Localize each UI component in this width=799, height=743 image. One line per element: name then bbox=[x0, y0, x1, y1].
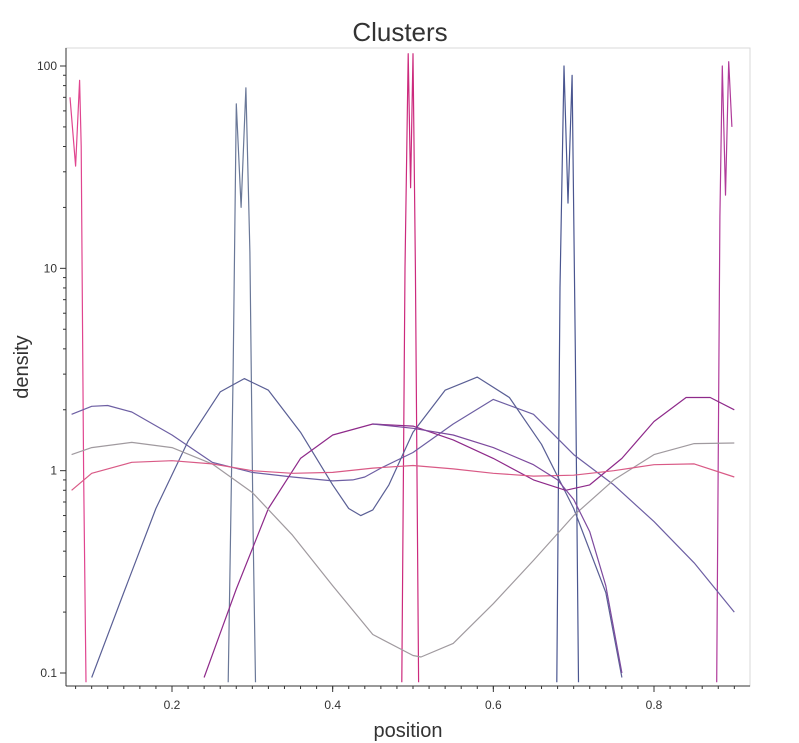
y-tick-label-2: 1 bbox=[50, 464, 57, 478]
chart-title: Clusters bbox=[352, 17, 447, 47]
y-tick-label-3: 10 bbox=[44, 261, 58, 275]
series-line-11 bbox=[372, 423, 623, 674]
series-line-5 bbox=[716, 61, 733, 683]
x-tick-label-2: 0.4 bbox=[324, 698, 341, 712]
series-line-1 bbox=[69, 79, 87, 683]
plot-frame bbox=[65, 47, 751, 687]
y-tick-label-4: 100 bbox=[37, 59, 57, 73]
series-line-9 bbox=[71, 441, 735, 658]
series-line-3 bbox=[401, 53, 420, 683]
y-ticks: 0.1 1 10 100 bbox=[37, 59, 66, 680]
series-line-4 bbox=[556, 65, 580, 683]
series-layer bbox=[69, 53, 735, 683]
y-tick-label-1: 0.1 bbox=[40, 666, 57, 680]
series-line-2 bbox=[227, 87, 257, 683]
y-axis-label: density bbox=[11, 335, 33, 398]
x-ticks: 0.2 0.4 0.6 0.8 bbox=[75, 686, 735, 712]
x-tick-label-3: 0.6 bbox=[485, 698, 502, 712]
series-line-7 bbox=[91, 376, 623, 678]
series-line-10 bbox=[71, 460, 735, 491]
series-line-8 bbox=[203, 396, 735, 678]
series-line-6 bbox=[71, 398, 735, 613]
x-tick-label-4: 0.8 bbox=[646, 698, 663, 712]
x-axis-label: position bbox=[374, 720, 443, 742]
x-tick-label-1: 0.2 bbox=[164, 698, 181, 712]
